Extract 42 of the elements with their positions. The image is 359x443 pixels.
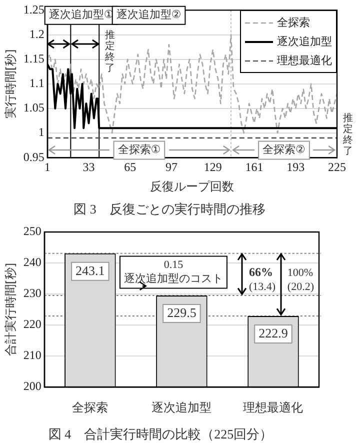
y-tick-label: 1.25 bbox=[23, 2, 44, 16]
annotation: 全探索① bbox=[118, 143, 161, 156]
x-tick-label: 65 bbox=[124, 160, 136, 174]
x-tick-label: 129 bbox=[204, 160, 222, 174]
x-tick-label: 225 bbox=[328, 160, 346, 174]
x-tick-label: 193 bbox=[286, 160, 305, 174]
y-tick-label: 210 bbox=[23, 348, 42, 362]
data-label: 222.9 bbox=[258, 325, 288, 340]
x-tick-label: 161 bbox=[245, 160, 264, 174]
y-tick-label: 1.2 bbox=[29, 26, 44, 41]
y-tick-label: 1.1 bbox=[29, 76, 44, 90]
y-tick-label: 240 bbox=[23, 255, 42, 270]
annotation: 66% (13.4) bbox=[248, 265, 276, 293]
y-axis-title: 合計実行時間[秒] bbox=[3, 262, 18, 356]
text: 図 3 反復ごとの実行時間の推移 bbox=[74, 202, 266, 217]
legend-label: 理想最適化 bbox=[277, 53, 332, 68]
legend-label: 逐次追加型 bbox=[277, 34, 332, 50]
y-tick-label: 230 bbox=[23, 286, 42, 300]
y-tick-label: 220 bbox=[23, 317, 42, 332]
x-tick-label: 理想最適化 bbox=[243, 400, 304, 414]
y-tick-label: 200 bbox=[23, 379, 42, 394]
y-tick-label: 0.95 bbox=[23, 150, 44, 164]
y-tick-label: 1.05 bbox=[23, 100, 44, 115]
y-tick-label: 1 bbox=[38, 125, 44, 140]
x-tick-label: 逐次追加型 bbox=[152, 400, 212, 414]
annotation: 全探索② bbox=[262, 143, 306, 156]
y-tick-label: 1.15 bbox=[23, 51, 44, 66]
annotation: 100% (20.2) bbox=[287, 266, 314, 293]
annotation: 0.15 逐次追加型のコスト bbox=[124, 259, 223, 286]
y-tick-label: 250 bbox=[23, 224, 42, 238]
x-tick-label: 97 bbox=[166, 160, 178, 174]
text: 推定終了 bbox=[342, 112, 353, 157]
ref-line-label: 推定終了 bbox=[104, 28, 116, 74]
annotation: 逐次追加型② bbox=[116, 8, 182, 22]
text: 図 4 合計実行時間の比較（225回分） bbox=[48, 426, 273, 442]
data-label: 229.5 bbox=[167, 304, 196, 320]
x-tick-label: 全探索 bbox=[72, 400, 108, 414]
legend-label: 全探索 bbox=[277, 15, 310, 30]
x-tick-label: 33 bbox=[82, 160, 95, 174]
data-label: 243.1 bbox=[76, 262, 105, 278]
y-axis-title: 実行時間[秒] bbox=[3, 49, 18, 119]
x-axis-title: 反復ループ回数 bbox=[150, 179, 234, 194]
